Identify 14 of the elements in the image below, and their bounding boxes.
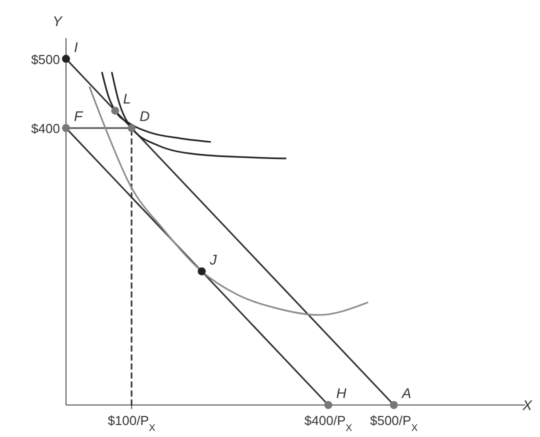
annotation: L — [123, 90, 131, 107]
annotation: H — [336, 385, 348, 401]
annotation: I — [74, 38, 78, 55]
x-axis-title: X — [522, 397, 533, 413]
y-axis-title: Y — [52, 13, 64, 29]
x-tick-label: $500/P$_{X}$ — [370, 413, 418, 434]
y-tick-label: $400 — [31, 121, 60, 136]
annotation: J — [208, 251, 218, 268]
x-tick-label: $400/P$_{X}$ — [304, 413, 353, 434]
y-tick-label: $500 — [31, 52, 60, 67]
annotation: F — [74, 108, 84, 124]
x-tick-label: $100/P$_{X}$ — [108, 413, 156, 434]
annotation: A — [400, 385, 412, 401]
annotation: D — [140, 108, 150, 124]
